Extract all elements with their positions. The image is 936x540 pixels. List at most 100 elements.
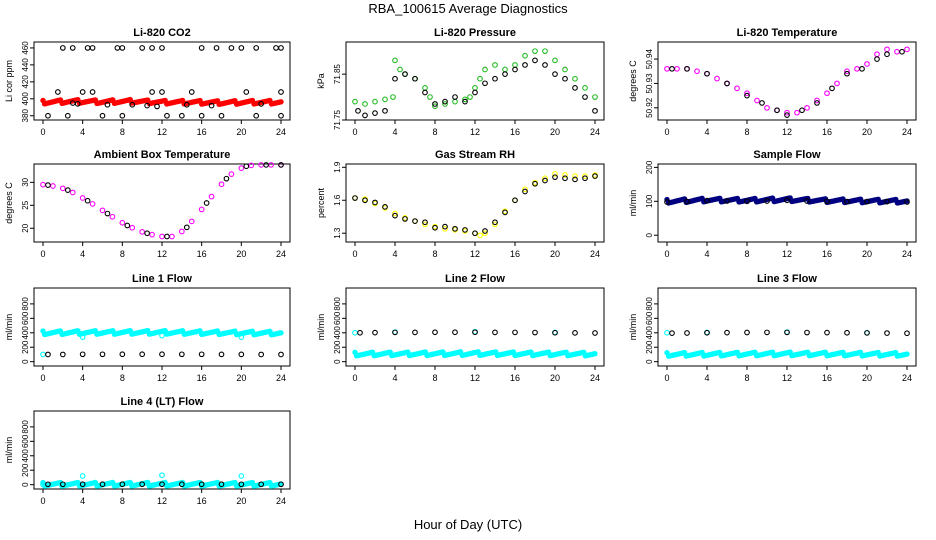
data-point: [188, 218, 195, 225]
data-point: [79, 351, 86, 358]
data-point: [669, 330, 675, 336]
plot-frame: [33, 287, 291, 367]
x-tick-label: 20: [862, 373, 872, 383]
chart-panel-10: Line 4 (LT) Flow 0 4 8 12 16 20 24 0 200400600800…: [4, 396, 291, 506]
data-point: [178, 112, 185, 119]
data-point: [522, 52, 528, 59]
data-point: [572, 75, 578, 82]
data-point: [114, 45, 121, 51]
chart-panel-6: Sample Flow 0 4 8 12 16 20 24 0 100 200 ml/min: [628, 149, 917, 259]
data-point: [844, 329, 850, 336]
data-point: [502, 66, 508, 73]
data-point: [442, 101, 448, 107]
y-tick-label: 200: [645, 160, 654, 174]
data-point: [372, 98, 378, 105]
data-point: [372, 199, 378, 206]
data-point: [552, 171, 558, 177]
data-point: [684, 330, 690, 336]
data-point: [582, 94, 588, 100]
figure-title: RBA_100615 Average Diagnostics: [368, 1, 568, 16]
data-point: [119, 481, 126, 488]
data-point: [144, 102, 150, 109]
data-point: [472, 230, 478, 237]
y-tick-label: 71.85: [333, 64, 342, 85]
x-tick-label: 8: [120, 249, 125, 259]
data-point: [402, 216, 408, 222]
data-point: [684, 65, 690, 72]
data-point: [397, 66, 403, 73]
x-tick-label: 8: [432, 249, 437, 259]
data-point: [278, 481, 284, 488]
x-tick-label: 24: [276, 496, 286, 506]
x-tick-label: 0: [352, 373, 357, 383]
data-point: [572, 176, 578, 183]
y-axis-label: degrees C: [628, 60, 638, 102]
x-tick-label: 16: [197, 496, 207, 506]
data-point: [542, 177, 548, 184]
y-tick-label: 400: [21, 326, 30, 340]
panel-title: Gas Stream RH: [435, 149, 515, 161]
y-tick-label: 50.93: [645, 73, 654, 94]
x-tick-label: 0: [352, 249, 357, 259]
y-axis-label: percent: [316, 187, 326, 218]
x-tick-label: 8: [744, 249, 749, 259]
data-point: [362, 112, 368, 119]
data-point: [532, 329, 538, 336]
data-point: [562, 66, 568, 73]
x-tick-label: 4: [392, 249, 397, 259]
data-point: [492, 75, 498, 82]
data-point: [452, 98, 458, 105]
data-point: [74, 101, 81, 107]
data-point: [442, 223, 448, 230]
data-point: [278, 351, 284, 358]
x-tick-label: 12: [782, 373, 792, 383]
data-point: [592, 351, 598, 357]
data-point: [104, 101, 111, 108]
data-point: [462, 227, 468, 233]
data-point: [208, 193, 215, 200]
data-point: [84, 197, 91, 204]
data-point: [522, 62, 528, 68]
data-point: [552, 57, 558, 64]
data-point: [149, 89, 155, 95]
data-point: [472, 329, 478, 336]
x-tick-label: 8: [744, 373, 749, 383]
panel-title: Line 3 Flow: [757, 273, 817, 285]
x-tick-label: 24: [590, 127, 600, 137]
data-point: [462, 96, 468, 103]
data-point: [859, 65, 865, 72]
y-axis-label: ml/min: [628, 314, 638, 341]
chart-panel-5: Gas Stream RH 0 4 8 12 16 20 24 1.3 1.6 1.9 percent: [316, 149, 605, 259]
x-tick-label: 20: [550, 249, 560, 259]
data-point: [59, 45, 66, 51]
data-point: [89, 45, 96, 51]
data-point: [238, 473, 245, 479]
data-point: [198, 351, 205, 358]
data-point: [208, 102, 215, 109]
data-point: [278, 162, 284, 168]
data-point: [89, 201, 96, 207]
data-point: [198, 481, 205, 488]
data-point: [532, 48, 538, 55]
x-tick-label: 16: [822, 127, 832, 137]
data-point: [764, 329, 770, 336]
data-point: [694, 68, 700, 75]
data-point: [904, 199, 910, 205]
data-point: [562, 172, 568, 178]
data-point: [734, 85, 740, 92]
y-tick-label: 600: [21, 311, 30, 325]
data-point: [390, 94, 396, 100]
x-tick-label: 4: [704, 127, 709, 137]
data-point: [784, 197, 790, 204]
data-point: [79, 195, 86, 201]
y-tick-label: 380: [21, 109, 30, 123]
data-point: [814, 97, 820, 104]
x-tick-label: 0: [664, 249, 669, 259]
x-tick-label: 8: [432, 127, 437, 137]
data-point: [59, 351, 66, 358]
data-point: [472, 85, 478, 91]
data-point: [724, 80, 730, 87]
